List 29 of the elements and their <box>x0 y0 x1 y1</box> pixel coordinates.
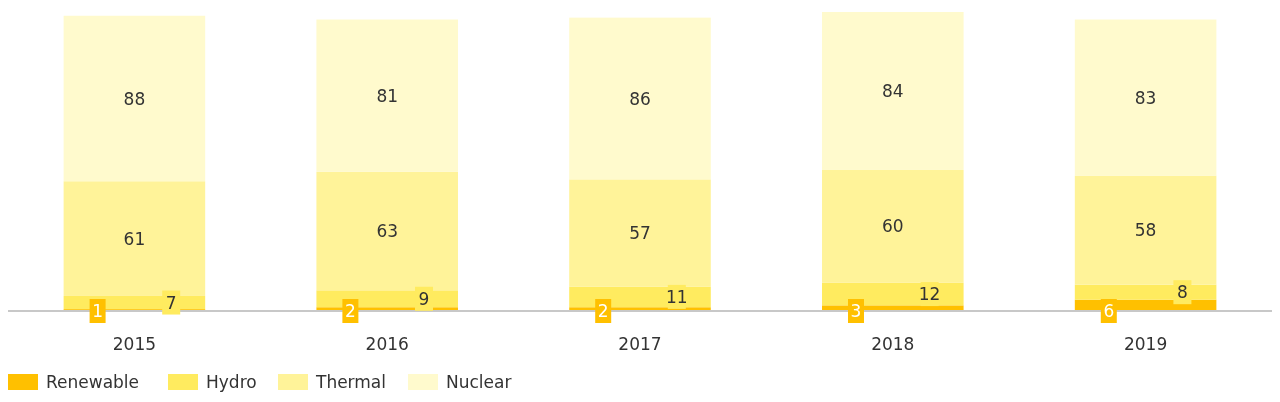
data-label: 58 <box>1134 220 1157 241</box>
data-label: 11 <box>665 286 688 307</box>
data-label: 2 <box>597 301 609 321</box>
data-label: 60 <box>881 216 904 237</box>
legend-label: Renewable <box>46 372 140 392</box>
x-tick-label: 2016 <box>365 334 409 354</box>
legend-label: Hydro <box>206 372 257 392</box>
data-label: 12 <box>918 284 941 305</box>
data-label: 7 <box>165 292 177 313</box>
data-label: 6 <box>1103 301 1115 321</box>
data-label: 86 <box>629 88 651 109</box>
data-label: 83 <box>1134 87 1157 108</box>
data-label: 63 <box>376 221 399 242</box>
data-label: 57 <box>629 222 651 243</box>
x-tick-label: 2018 <box>871 334 915 354</box>
legend-label: Nuclear <box>446 372 512 392</box>
data-label: 61 <box>123 228 146 249</box>
x-tick-label: 2017 <box>618 334 662 354</box>
data-label: 1 <box>92 301 104 321</box>
data-label: 88 <box>123 88 146 109</box>
data-label: 3 <box>850 301 862 321</box>
data-label: 84 <box>881 80 904 101</box>
data-label: 81 <box>376 85 399 106</box>
x-tick-label: 2019 <box>1123 334 1168 354</box>
data-label: 8 <box>1176 282 1188 303</box>
x-tick-label: 2015 <box>112 334 157 354</box>
data-label: 2 <box>344 301 356 321</box>
legend-label: Thermal <box>315 372 387 392</box>
data-label: 9 <box>418 288 430 309</box>
